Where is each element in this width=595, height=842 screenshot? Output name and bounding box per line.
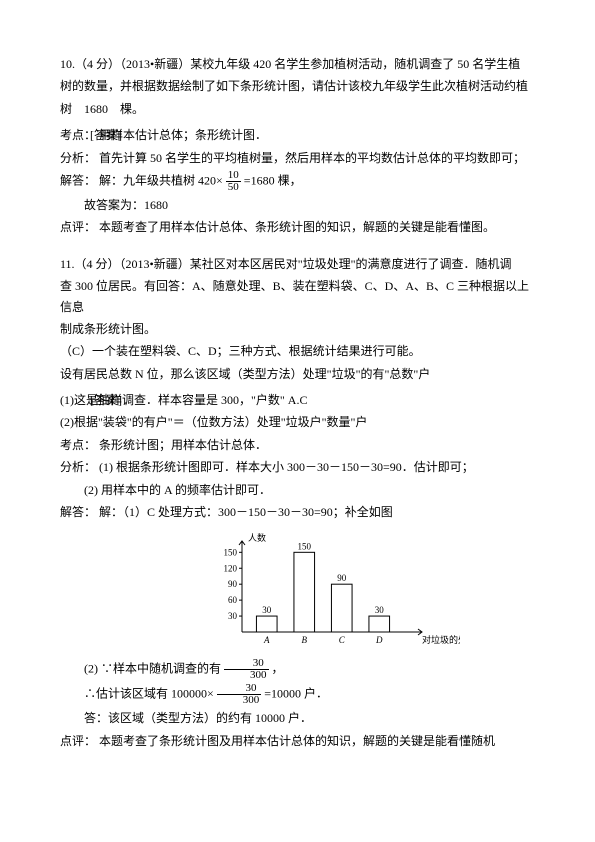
proof-row: 考点： 用样本估计总体；条形统计图． xyxy=(60,125,535,145)
svg-text:150: 150 xyxy=(224,548,238,558)
svg-text:人数: 人数 xyxy=(248,532,266,543)
comment-row-2: 点评： 本题考查了条形统计图及用样本估计总体的知识，解题的关键是能看懂随机 xyxy=(60,731,535,751)
comment-text: 本题考查了用样本估计总体、条形统计图的知识，解题的关键是能看懂图。 xyxy=(99,220,495,234)
item-10-line2: 树的数量，并根据数据绘制了如下条形统计图，请估计该校九年级学生此次植树活动约植 xyxy=(60,76,535,96)
bar-chart: 30 60 90 120 150 人数 30 A 150 B 90 C 30 D 对垃圾的处理 xyxy=(200,530,460,650)
svg-text:60: 60 xyxy=(228,596,238,606)
item-11-line3: 制成条形统计图。 xyxy=(60,319,535,339)
svg-text:30: 30 xyxy=(375,605,385,615)
svg-text:30: 30 xyxy=(228,611,238,621)
svg-text:A: A xyxy=(263,635,270,645)
item-11-line5: 设有居民总数 N 位，那么该区域（类型方法）处理"垃圾"的有"总数"户 xyxy=(60,364,535,384)
item-10-line1: 10.（4 分）（2013•新疆）某校九年级 420 名学生参加植树活动，随机调… xyxy=(60,54,535,74)
answer-label-2: [答案] xyxy=(90,390,122,410)
svg-text:30: 30 xyxy=(262,605,272,615)
comment-label: 点评： xyxy=(60,220,96,234)
solve-row2: 故答案为：1680 xyxy=(60,195,535,215)
analysis-label: 分析： xyxy=(60,151,96,165)
svg-text:90: 90 xyxy=(228,580,238,590)
svg-text:C: C xyxy=(339,635,346,645)
svg-text:90: 90 xyxy=(337,574,347,584)
analysis-row-2b: (2) 用样本中的 A 的频率估计即可． xyxy=(60,480,535,500)
svg-text:120: 120 xyxy=(224,564,238,574)
comment-row: 点评： 本题考查了用样本估计总体、条形统计图的知识，解题的关键是能看懂图。 xyxy=(60,217,535,237)
item-10-line3: 树 1680 棵。 xyxy=(60,99,535,119)
svg-text:对垃圾的处理: 对垃圾的处理 xyxy=(422,634,460,645)
svg-text:D: D xyxy=(375,635,383,645)
item-11-line4: （C）一个装在塑料袋、C、D；三种方式、根据统计结果进行可能。 xyxy=(60,341,535,361)
solve-row: 解答： 解：九年级共植树 420× 10 50 =1680 棵， xyxy=(60,170,535,193)
fraction-30-300-b: 30 300 xyxy=(217,683,262,706)
analysis-row-2: 分析： (1) 根据条形统计图即可．样本大小 300－30－150－30=90．… xyxy=(60,457,535,477)
answer-label: [答案] xyxy=(90,125,122,145)
chart-svg: 30 60 90 120 150 人数 30 A 150 B 90 C 30 D 对垃圾的处理 xyxy=(200,530,460,650)
svg-text:B: B xyxy=(302,635,308,645)
fraction-30-300: 30 300 xyxy=(224,658,269,681)
solve-row-2: 解答： 解：（1）C 处理方式：300－150－30－30=90；补全如图 xyxy=(60,502,535,522)
solve-label: 解答： xyxy=(60,173,96,187)
solve-text1: 解：九年级共植树 420× xyxy=(99,173,223,187)
proof-text: 用样本估计总体；条形统计图． xyxy=(99,128,267,142)
solve-row-2d: 答：该区域（类型方法）的约有 10000 户． xyxy=(60,708,535,728)
solve-text1b: =1680 棵， xyxy=(244,173,302,187)
solve-row-2b: (2) ∵样本中随机调查的有 30 300 ， xyxy=(60,658,535,681)
analysis-text: 首先计算 50 名学生的平均植树量，然后用样本的平均数估计总体的平均数即可； xyxy=(99,151,525,165)
text: 10.（4 分）（2013•新疆）某校九年级 420 名学生参加植树活动，随机调… xyxy=(60,57,520,71)
solve-row-2c: ∴估计该区域有 100000× 30 300 =10000 户． xyxy=(60,683,535,706)
item-11-line2: 查 300 位居民。有回答：A、随意处理、B、装在塑料袋、C、D、A、B、C 三… xyxy=(60,276,535,317)
ans2: (2)根据"装袋"的有户"＝（位数方法）处理"垃圾户"数量"户 xyxy=(60,412,535,432)
svg-text:150: 150 xyxy=(298,542,312,552)
item-11-line1: 11.（4 分）（2013•新疆）某社区对本区居民对"垃圾处理"的满意度进行了调… xyxy=(60,254,535,274)
fraction-10-50: 10 50 xyxy=(226,170,241,193)
ans1: (1)这是抽样调查．样本容量是 300，"户数" A.C xyxy=(60,390,535,410)
analysis-row: 分析： 首先计算 50 名学生的平均植树量，然后用样本的平均数估计总体的平均数即… xyxy=(60,148,535,168)
proof-row-2: 考点： 条形统计图；用样本估计总体． xyxy=(60,435,535,455)
